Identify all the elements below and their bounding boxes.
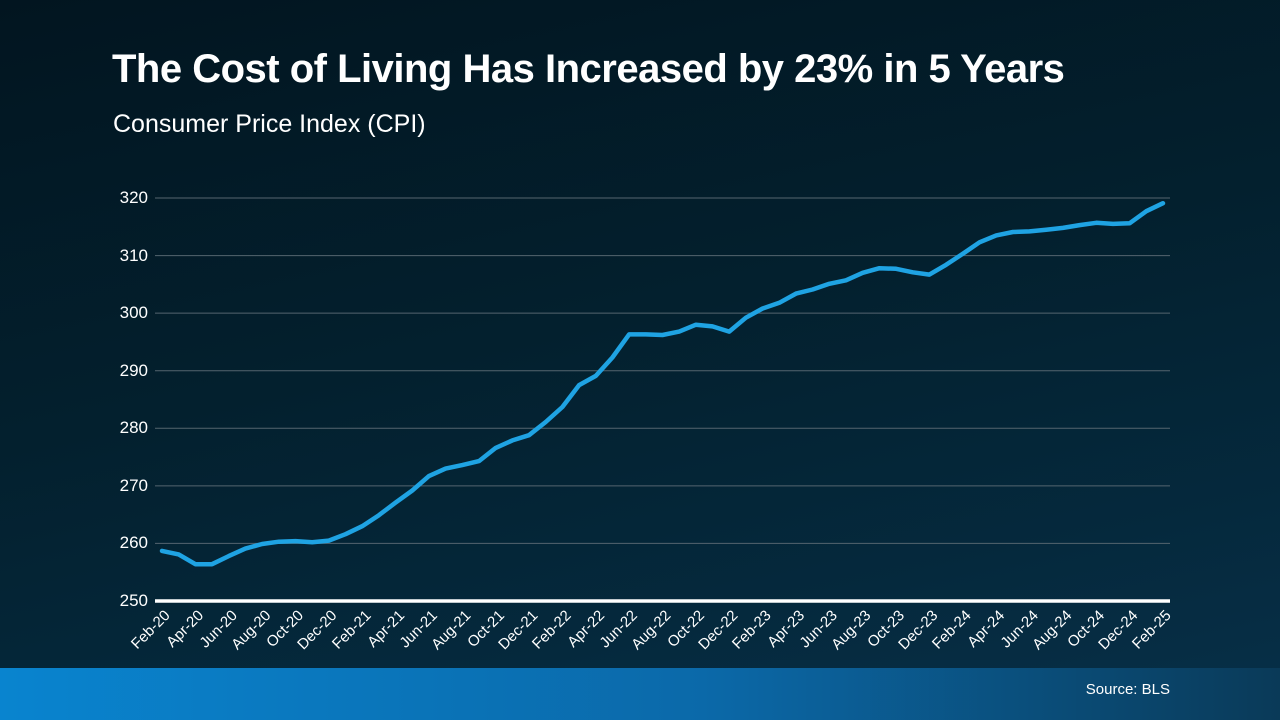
y-axis-tick-label: 300 bbox=[119, 303, 148, 323]
y-axis-tick-label: 270 bbox=[119, 475, 148, 495]
source-label: Source: BLS bbox=[1085, 681, 1170, 698]
chart-subtitle: Consumer Price Index (CPI) bbox=[113, 110, 426, 138]
y-axis-tick-label: 250 bbox=[119, 591, 148, 610]
y-axis-tick-label: 280 bbox=[119, 418, 148, 438]
plot-area bbox=[155, 197, 1170, 603]
y-axis-tick-label: 260 bbox=[119, 533, 148, 553]
y-axis-tick-label: 320 bbox=[119, 188, 148, 207]
chart-title: The Cost of Living Has Increased by 23% … bbox=[112, 47, 1065, 91]
y-axis-tick-label: 310 bbox=[119, 245, 148, 265]
y-axis-tick-label: 290 bbox=[119, 360, 148, 380]
cpi-line-series bbox=[159, 200, 1166, 567]
footer-bar: Source: BLS bbox=[0, 668, 1280, 720]
x-axis-tick-label: Feb-20 bbox=[128, 607, 175, 653]
